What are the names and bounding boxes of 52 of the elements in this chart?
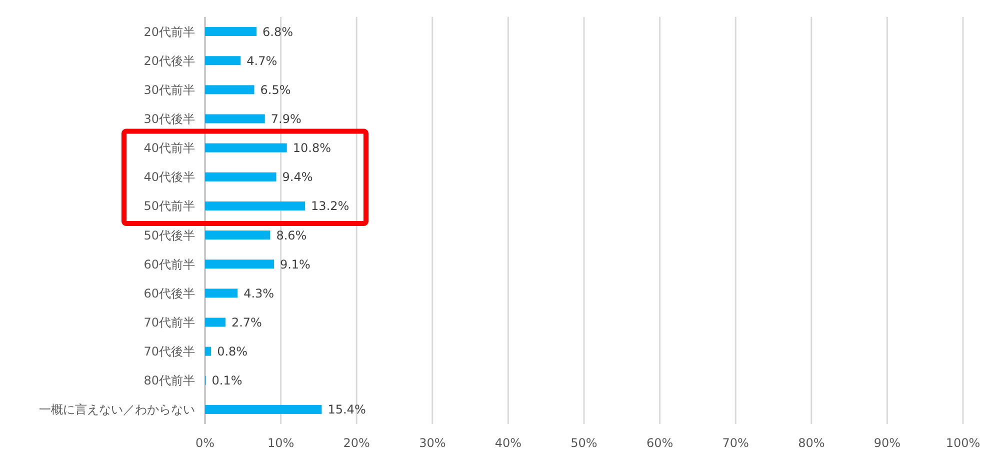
- x-tick-label: 90%: [874, 436, 901, 450]
- data-label: 10.8%: [292, 141, 331, 156]
- y-tick-label: 一概に言えない／わからない: [39, 402, 195, 417]
- y-tick-label: 30代後半: [144, 112, 195, 126]
- data-label: 2.7%: [231, 316, 262, 330]
- bar: [205, 260, 274, 269]
- data-label: 7.9%: [270, 112, 302, 126]
- y-tick-label: 20代後半: [144, 54, 195, 68]
- y-tick-label: 50代前半: [144, 199, 195, 214]
- data-label: 9.1%: [280, 257, 310, 272]
- x-tick-label: 80%: [798, 436, 825, 450]
- data-label: 6.8%: [262, 24, 294, 39]
- data-label: 0.8%: [217, 344, 248, 359]
- x-tick-label: 0%: [195, 436, 215, 450]
- data-label: 0.1%: [212, 374, 242, 388]
- bar: [205, 114, 265, 124]
- x-tick-label: 60%: [646, 436, 674, 450]
- bar: [205, 230, 270, 240]
- bar: [205, 85, 254, 94]
- data-label: 6.5%: [260, 82, 291, 97]
- bar: [205, 404, 322, 414]
- y-tick-label: 40代前半: [144, 141, 195, 156]
- data-label: 9.4%: [282, 170, 313, 184]
- y-tick-label: 30代前半: [144, 82, 195, 97]
- bar: [205, 56, 241, 66]
- x-tick-label: 20%: [343, 436, 370, 450]
- y-tick-label: 40代後半: [144, 170, 195, 184]
- y-tick-label: 50代後半: [144, 228, 195, 242]
- bar: [205, 346, 212, 356]
- data-label: 4.7%: [246, 54, 278, 68]
- bar: [205, 288, 238, 298]
- x-tick-label: 10%: [267, 436, 294, 450]
- x-tick-label: 40%: [494, 436, 522, 450]
- y-tick-label: 60代後半: [144, 286, 195, 300]
- y-tick-label: 60代前半: [144, 257, 195, 272]
- y-tick-label: 70代後半: [144, 344, 195, 359]
- y-tick-label: 70代前半: [144, 316, 195, 330]
- bar: [205, 318, 226, 327]
- data-label: 15.4%: [328, 402, 366, 417]
- data-label: 8.6%: [276, 228, 307, 242]
- x-tick-label: 70%: [722, 436, 749, 450]
- bar: [205, 143, 287, 152]
- x-tick-label: 100%: [946, 436, 980, 450]
- y-tick-label: 80代前半: [144, 374, 195, 388]
- bar: [205, 201, 306, 210]
- bar: [205, 172, 276, 182]
- x-tick-label: 30%: [419, 436, 446, 450]
- data-label: 13.2%: [311, 199, 350, 214]
- y-tick-label: 20代前半: [144, 24, 195, 39]
- x-tick-label: 50%: [570, 436, 598, 450]
- data-label: 4.3%: [244, 286, 274, 300]
- bar: [205, 27, 257, 36]
